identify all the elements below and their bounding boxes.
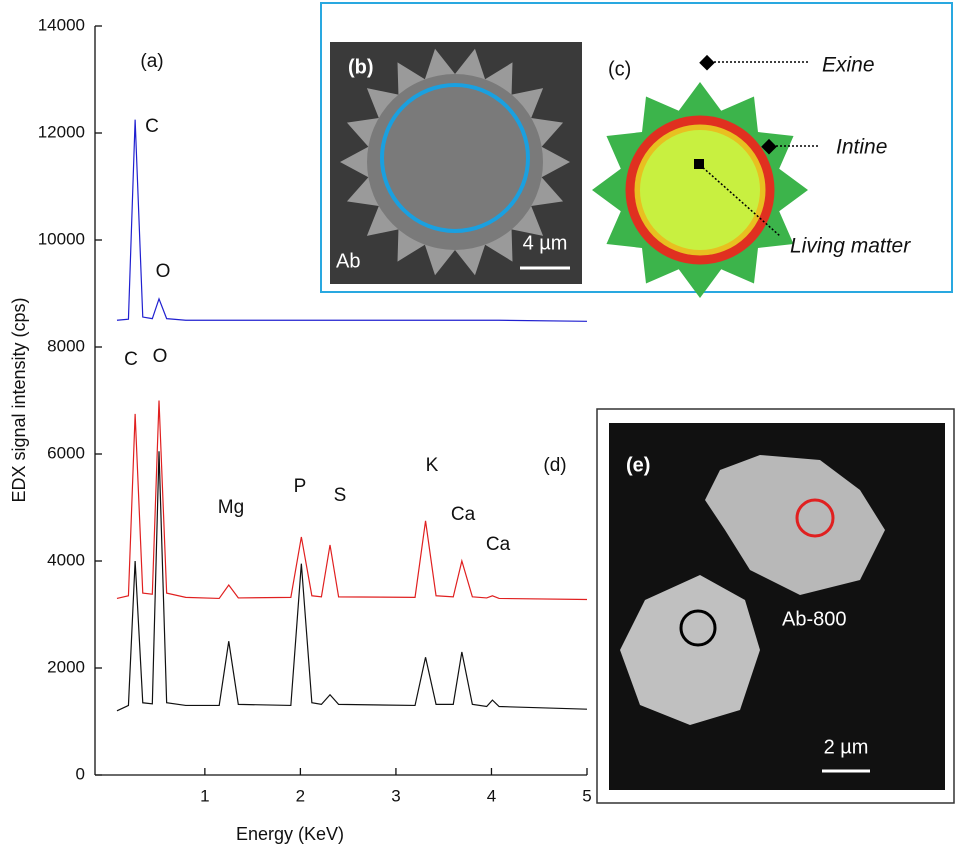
pollen-grain [340,48,570,276]
living-matter [640,130,760,250]
annotation: S [334,485,347,506]
x-tick-label: 3 [391,786,400,805]
annotation: C [124,349,138,370]
x-axis-label: Energy (KeV) [236,824,344,844]
scale-label: 4 µm [523,232,568,254]
annotation: K [426,455,439,476]
panel-label: (e) [626,454,650,476]
y-tick-label: 10000 [38,229,85,248]
y-tick-label: 2000 [47,657,85,676]
particle [705,455,885,595]
grain-body [367,74,543,250]
annotation: C [145,116,159,137]
part-label: Intine [836,136,887,159]
marker [694,159,704,169]
annotation: O [153,346,168,367]
y-tick-label: 6000 [47,443,85,462]
highlight-circle [795,498,835,538]
y-tick-label: 14000 [38,15,85,34]
highlight-circle [679,609,717,647]
scale-label: 2 µm [824,736,869,758]
part-label: Exine [822,54,875,77]
annotation: (a) [140,51,163,72]
annotation: Mg [218,497,244,518]
y-tick-label: 4000 [47,550,85,569]
panel-label: (c) [608,58,631,80]
spectrum [116,451,588,712]
x-tick-label: 4 [487,786,496,805]
spectrum [116,119,588,322]
particle [620,575,760,725]
annotation: P [294,476,307,497]
marker [761,138,777,155]
x-tick-label: 1 [200,786,209,805]
spectrum [116,400,588,601]
y-tick-label: 12000 [38,122,85,141]
annotation: Ca [486,534,511,555]
annotation: Ca [451,504,476,525]
x-tick-label: 5 [582,786,591,805]
annotation: O [156,261,171,282]
highlight-circle [380,83,530,233]
y-tick-label: 0 [76,764,85,783]
y-tick-label: 8000 [47,336,85,355]
arrow [699,164,781,237]
part-label: Living matter [790,235,911,258]
sample-label: Ab [336,250,360,272]
sample-label: Ab-800 [782,608,847,630]
y-axis-label: EDX signal intensity (cps) [9,297,29,502]
annotation: (d) [543,455,566,476]
x-tick-label: 2 [296,786,305,805]
panel-label: (b) [348,56,374,78]
